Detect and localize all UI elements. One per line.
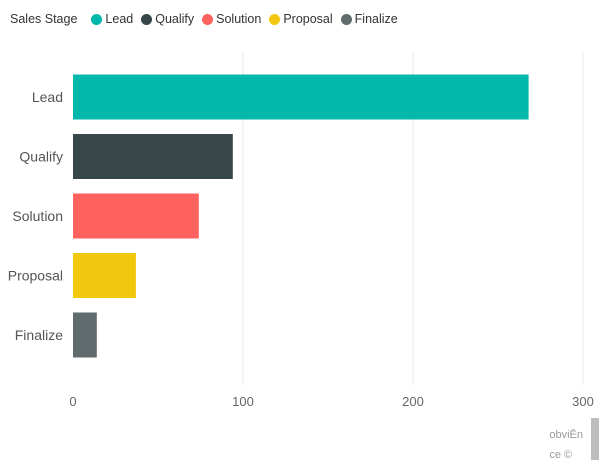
bar-lead xyxy=(73,74,529,120)
legend-item-solution[interactable]: Solution xyxy=(202,12,261,26)
x-tick-label-100: 100 xyxy=(232,394,254,409)
x-tick-label-200: 200 xyxy=(402,394,424,409)
legend-item-finalize[interactable]: Finalize xyxy=(340,12,398,26)
legend-marker-finalize xyxy=(340,13,352,25)
legend-item-lead[interactable]: Lead xyxy=(91,12,133,26)
bar-finalize xyxy=(73,312,97,358)
category-label-solution: Solution xyxy=(12,208,63,224)
bar-solution xyxy=(73,193,199,239)
bar-qualify xyxy=(73,134,233,179)
legend-label-lead: Lead xyxy=(105,12,134,26)
footer-text: obviĒn ce © xyxy=(549,425,583,465)
category-label-qualify: Qualify xyxy=(19,149,63,165)
category-label-proposal: Proposal xyxy=(8,268,63,284)
legend-item-proposal[interactable]: Proposal xyxy=(269,12,333,26)
legend-title: Sales Stage xyxy=(10,12,78,26)
x-tick-label-300: 300 xyxy=(572,394,594,409)
bar-proposal xyxy=(73,253,136,298)
category-label-finalize: Finalize xyxy=(15,327,63,343)
legend-label-qualify: Qualify xyxy=(155,12,195,26)
category-label-lead: Lead xyxy=(32,89,63,105)
chart-legend: Sales Stage Lead Qualify Solution Propos… xyxy=(10,9,406,29)
legend-marker-proposal xyxy=(269,13,281,25)
legend-marker-lead xyxy=(91,13,103,25)
footer-line-2: ce © xyxy=(549,449,573,461)
legend-label-proposal: Proposal xyxy=(283,12,333,26)
legend-label-finalize: Finalize xyxy=(354,12,398,26)
legend-marker-qualify xyxy=(141,13,153,25)
footer-line-1: obviĒn xyxy=(549,429,583,441)
x-tick-label-0: 0 xyxy=(69,394,76,409)
legend-marker-solution xyxy=(202,13,214,25)
scroll-handle[interactable] xyxy=(591,418,599,460)
legend-label-solution: Solution xyxy=(216,12,262,26)
legend-item-qualify[interactable]: Qualify xyxy=(141,12,194,26)
